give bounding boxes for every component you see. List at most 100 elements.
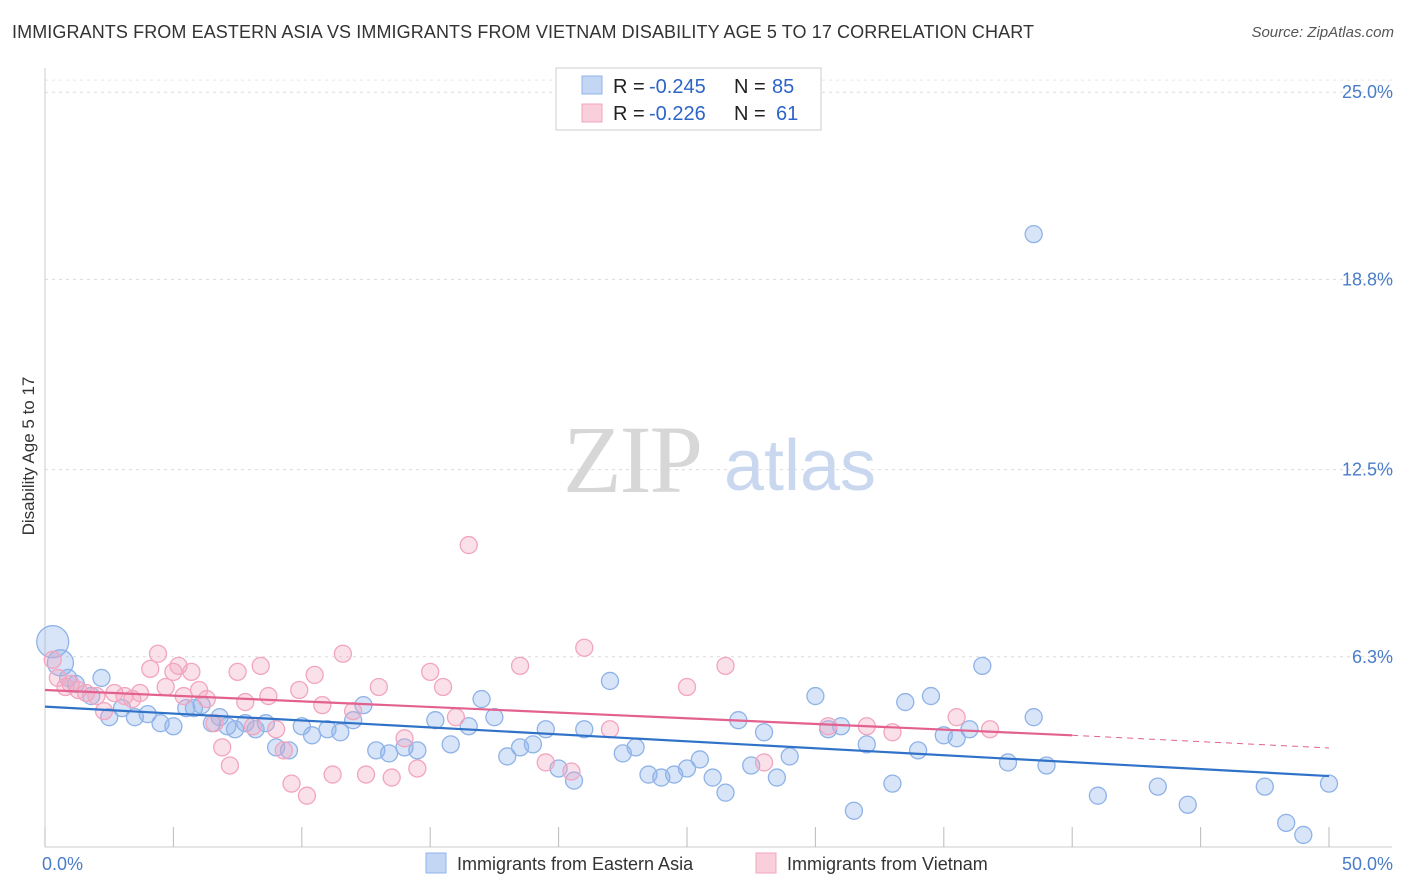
point-eastern-asia [138,705,157,724]
y-axis-label: Disability Age 5 to 17 [19,377,38,536]
stats-legend: R = -0.245 N = 85 R = -0.226 N = 61 [555,67,822,131]
legend-r-value-1: -0.245 [649,76,706,98]
point-eastern-asia [472,689,491,709]
point-eastern-asia [1088,786,1108,805]
point-eastern-asia [600,671,620,691]
point-vietnam [182,662,201,682]
point-vietnam [819,717,838,736]
x-tick-labels: 0.0% 50.0% [42,854,1393,874]
legend-r-label-1: R = [613,76,645,98]
point-vietnam [382,768,401,787]
point-vietnam [290,680,309,700]
point-eastern-asia [857,735,876,754]
point-vietnam [536,753,555,772]
point-vietnam [754,753,774,772]
legend-swatch-eastern-asia [581,75,603,95]
point-eastern-asia [292,717,311,736]
legend-r-label-2: R = [613,103,645,125]
point-vietnam [344,701,363,721]
point-eastern-asia [426,711,445,730]
point-vietnam [243,717,263,736]
point-vietnam [677,677,697,697]
legend-n-label-1: N = [734,76,766,98]
bottom-legend-swatch-eastern-asia [425,852,447,874]
chart-title: IMMIGRANTS FROM EASTERN ASIA VS IMMIGRAN… [12,22,1035,42]
y-tick-label: 6.3% [1352,647,1393,667]
point-vietnam [575,638,594,657]
x-tick-label: 50.0% [1342,854,1393,874]
point-vietnam [305,665,324,685]
point-eastern-asia [998,753,1018,772]
point-vietnam [980,720,1000,739]
point-eastern-asia [485,708,504,727]
x-tick-label: 0.0% [42,854,83,874]
point-vietnam [220,756,240,775]
point-vietnam [421,662,440,682]
point-eastern-asia [575,720,594,739]
point-vietnam [87,686,106,706]
point-vietnam [236,692,255,712]
point-vietnam [156,677,175,697]
point-vietnam [433,677,453,697]
point-eastern-asia [1024,224,1043,244]
watermark-zip: ZIP [563,406,701,513]
point-eastern-asia [302,726,322,745]
point-eastern-asia [379,744,399,763]
point-eastern-asia [92,668,111,688]
point-vietnam [323,765,342,784]
legend-swatch-vietnam [581,103,603,123]
grid-lines [45,79,1392,658]
point-eastern-asia [523,735,543,754]
point-vietnam [266,720,286,739]
point-vietnam [282,774,301,793]
point-vietnam [213,738,232,757]
point-eastern-asia [806,686,825,706]
point-vietnam [395,729,414,748]
point-vietnam [297,786,317,805]
point-eastern-asia [896,692,915,712]
point-vietnam [259,686,278,706]
point-eastern-asia [703,768,722,787]
point-vietnam [205,714,224,733]
point-vietnam [333,644,353,663]
point-vietnam [141,659,160,679]
trend-lines [44,688,1330,778]
point-eastern-asia [626,738,645,757]
point-eastern-asia [1178,795,1197,814]
point-eastern-asia [1024,708,1043,727]
point-eastern-asia [883,774,902,793]
trend-line-vietnam [44,688,1073,737]
point-eastern-asia [246,720,265,739]
point-eastern-asia [1255,777,1274,796]
source-label: Source: ZipAtlas.com [1251,24,1394,41]
bottom-legend-swatch-vietnam [755,852,777,874]
point-eastern-asia [754,723,774,742]
point-vietnam [947,708,966,727]
point-eastern-asia [921,686,941,706]
point-vietnam [251,656,270,675]
point-vietnam [510,656,530,675]
point-vietnam [197,689,216,709]
watermark: ZIP atlas [563,406,876,513]
bottom-legend-label-vietnam: Immigrants from Vietnam [787,854,988,874]
point-vietnam [369,677,388,697]
point-vietnam [228,662,247,682]
point-vietnam [148,644,168,663]
point-eastern-asia [441,735,460,754]
point-eastern-asia [279,741,299,760]
point-eastern-asia [780,747,799,766]
watermark-atlas: atlas [724,426,876,506]
legend-n-label-2: N = [734,103,766,125]
y-tick-label: 25.0% [1342,82,1393,102]
point-vietnam [313,695,332,715]
point-eastern-asia [225,720,245,739]
point-vietnam [356,765,376,784]
y-tick-label: 18.8% [1342,269,1393,289]
y-tick-label: 12.5% [1342,460,1393,480]
trend-line-eastern-asia [44,705,1330,778]
point-eastern-asia [331,723,350,742]
point-eastern-asia [908,741,928,760]
point-vietnam [446,708,466,727]
y-tick-labels: 6.3% 12.5% 18.8% 25.0% [1342,82,1393,667]
